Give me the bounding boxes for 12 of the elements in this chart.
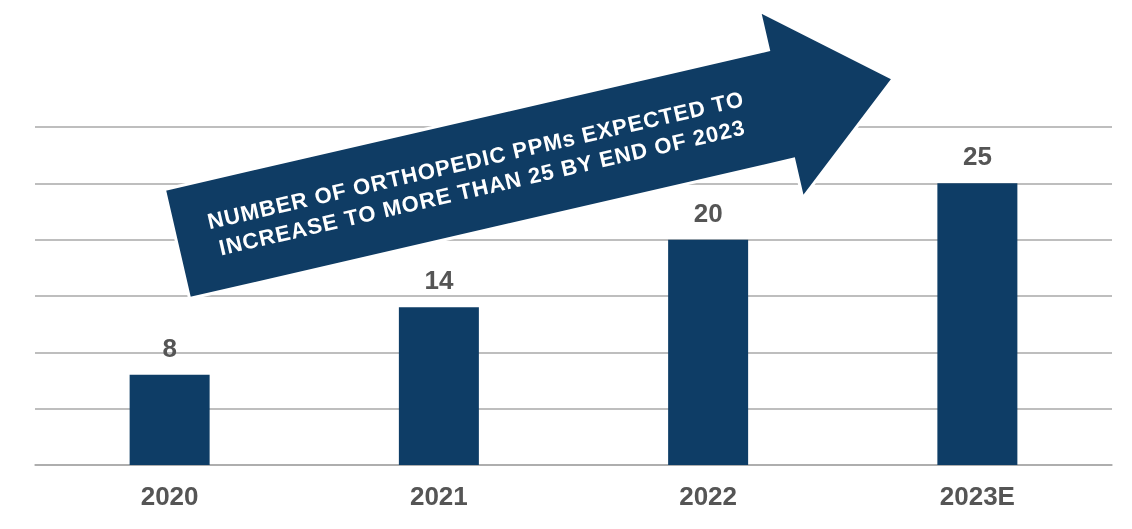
data-label: 20 — [693, 197, 723, 228]
data-label: 25 — [962, 141, 992, 172]
x-tick-label: 2021 — [409, 481, 468, 511]
data-label: 8 — [162, 332, 177, 363]
x-tick-label: 2022 — [679, 481, 738, 511]
data-label: 14 — [424, 265, 454, 296]
bar — [129, 374, 210, 465]
bar — [937, 183, 1018, 465]
x-tick-label: 2023E — [939, 481, 1015, 511]
bar — [668, 239, 749, 465]
x-tick-label: 2020 — [140, 481, 199, 511]
bar — [398, 307, 479, 465]
